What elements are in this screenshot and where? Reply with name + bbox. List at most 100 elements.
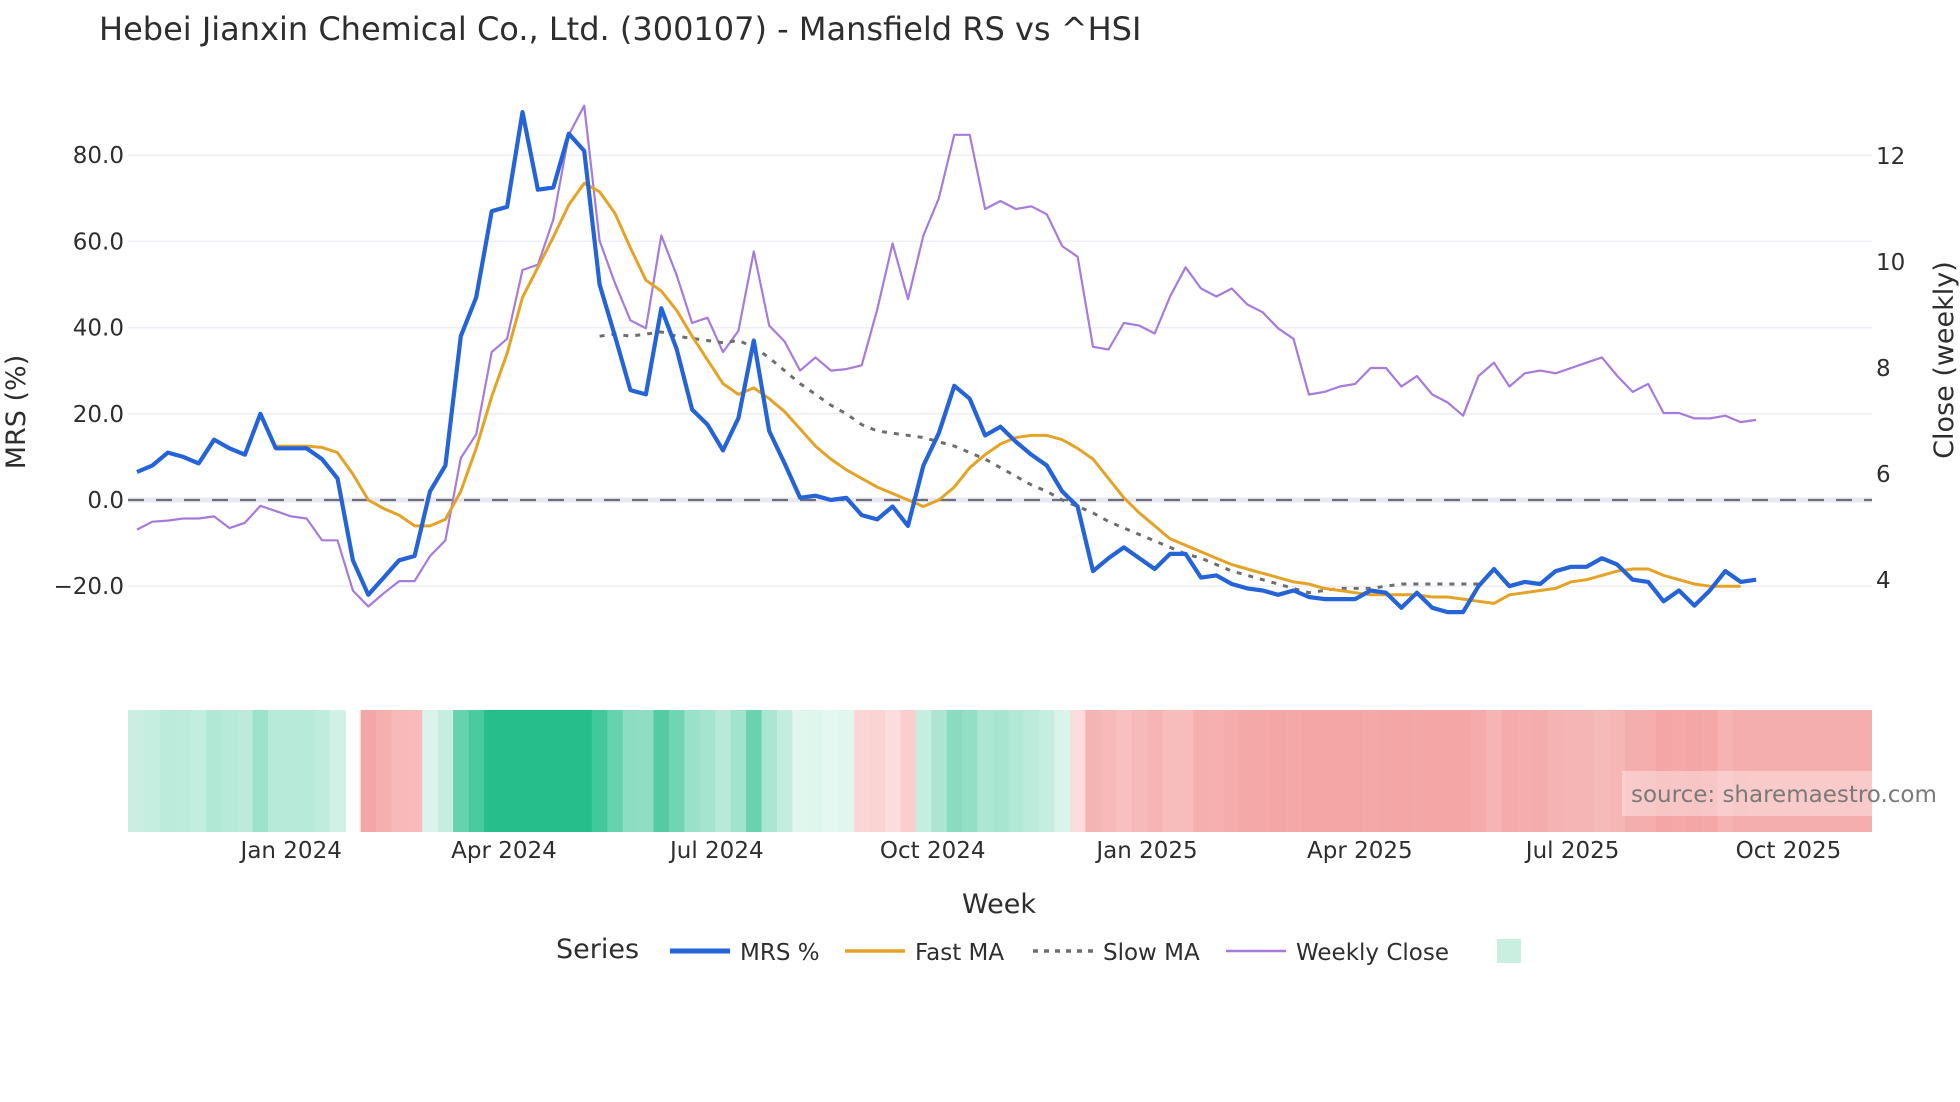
heatmap-cell	[854, 710, 871, 832]
heatmap-cell	[237, 710, 254, 832]
x-tick-label: Oct 2025	[1736, 838, 1842, 864]
heatmap-cell	[1332, 710, 1349, 832]
heatmap-cell	[1023, 710, 1040, 832]
heatmap-cell	[1702, 710, 1719, 832]
heatmap-cell	[1347, 710, 1364, 832]
heatmap-cell	[190, 710, 207, 832]
heatmap-cell	[128, 710, 146, 832]
gridlines	[128, 154, 1872, 587]
weekly-close-line	[136, 104, 1757, 608]
heatmap-cell	[607, 710, 624, 832]
heatmap-cell	[884, 710, 901, 832]
heatmap-cell	[622, 710, 639, 832]
heatmap-cell	[838, 710, 855, 832]
source-text: source: sharemaestro.com	[1631, 782, 1937, 808]
heatmap-cell	[376, 710, 393, 832]
heatmap-cell	[514, 710, 531, 832]
heatmap-cell	[638, 710, 655, 832]
heatmap-cell	[1177, 710, 1194, 832]
heatmap-cell	[1640, 710, 1657, 832]
heatmap-cell	[1039, 710, 1056, 832]
heatmap-cell	[1208, 710, 1225, 832]
series-lines	[136, 104, 1757, 615]
heatmap-cell	[1563, 710, 1580, 832]
heatmap-cell	[869, 710, 886, 832]
legend-item-heatmap[interactable]	[1497, 939, 1521, 963]
y-right-tick-label: 10	[1876, 250, 1905, 276]
heatmap-cell	[977, 710, 994, 832]
legend-item-weekly-close[interactable]: Weekly Close	[1226, 940, 1449, 966]
heatmap-cell	[1486, 710, 1503, 832]
heatmap-cell	[1578, 710, 1595, 832]
mrs-line	[136, 109, 1757, 615]
mrs-heatmap-band	[128, 710, 1872, 832]
heatmap-cell	[776, 710, 793, 832]
source-watermark: source: sharemaestro.com	[1622, 771, 1952, 816]
x-tick-label: Jul 2024	[668, 838, 764, 864]
heatmap-cell	[1594, 710, 1611, 832]
heatmap-cell	[900, 710, 917, 832]
heatmap-cell	[561, 710, 578, 832]
y-tick-label: 80.0	[73, 143, 124, 169]
heatmap-cell	[653, 710, 670, 832]
heatmap-cell	[823, 710, 840, 832]
heatmap-cell	[699, 710, 716, 832]
heatmap-cell	[931, 710, 948, 832]
heatmap-cell	[1285, 710, 1302, 832]
heatmap-cell	[283, 710, 300, 832]
heatmap-cell	[1069, 710, 1086, 832]
legend-label: MRS %	[740, 940, 820, 966]
y-tick-label: 0.0	[87, 488, 124, 514]
x-tick-label: Jan 2024	[239, 838, 342, 864]
legend-label: Weekly Close	[1296, 940, 1449, 966]
legend-title: Series	[556, 934, 639, 965]
heatmap-cell	[1655, 710, 1672, 832]
heatmap-cell	[761, 710, 778, 832]
heatmap-cell	[1732, 710, 1749, 832]
heatmap-cell	[530, 710, 547, 832]
heatmap-cell	[1609, 710, 1626, 832]
heatmap-cell	[1239, 710, 1256, 832]
legend: Series MRS % Fast MA Slow MA Weekly Close	[556, 934, 1521, 966]
y-axis-left-title: MRS (%)	[1, 355, 32, 470]
heatmap-cell	[961, 710, 978, 832]
heatmap-cell	[1748, 710, 1872, 832]
heatmap-cell	[1378, 710, 1395, 832]
heatmap-cell	[1054, 710, 1071, 832]
heatmap-cell	[1671, 710, 1688, 832]
y-right-tick-label: 8	[1876, 356, 1891, 382]
heatmap-cell	[792, 710, 809, 832]
y-right-tick-label: 4	[1876, 568, 1891, 594]
legend-item-fast-ma[interactable]: Fast MA	[845, 940, 1004, 966]
y-tick-label: −20.0	[54, 574, 124, 600]
heatmap-cell	[298, 710, 315, 832]
legend-item-mrs[interactable]: MRS %	[670, 940, 820, 966]
chart-title: Hebei Jianxin Chemical Co., Ltd. (300107…	[99, 10, 1141, 48]
heatmap-cell	[406, 710, 423, 832]
heatmap-cell	[1470, 710, 1487, 832]
y-tick-label: 20.0	[73, 402, 124, 428]
heatmap-cell	[206, 710, 223, 832]
heatmap-cell	[730, 710, 747, 832]
heatmap-cell	[1362, 710, 1379, 832]
y-right-tick-label: 6	[1876, 462, 1891, 488]
heatmap-cell	[1270, 710, 1287, 832]
y-tick-label: 60.0	[73, 229, 124, 255]
heatmap-cell	[160, 710, 177, 832]
heatmap-cell	[1686, 710, 1703, 832]
legend-swatch	[1497, 939, 1521, 963]
x-tick-label: Jan 2025	[1094, 838, 1197, 864]
heatmap-cell	[1224, 710, 1241, 832]
heatmap-cell	[1717, 710, 1734, 832]
x-tick-label: Apr 2025	[1307, 838, 1413, 864]
x-tick-label: Jul 2025	[1524, 838, 1620, 864]
heatmap-cell	[437, 710, 454, 832]
heatmap-cell	[1439, 710, 1457, 832]
heatmap-cell	[715, 710, 732, 832]
heatmap-cell	[1193, 710, 1210, 832]
heatmap-cell	[545, 710, 562, 832]
fast-ma-line	[275, 181, 1741, 605]
heatmap-cell	[1162, 710, 1179, 832]
legend-item-slow-ma[interactable]: Slow MA	[1033, 940, 1200, 966]
